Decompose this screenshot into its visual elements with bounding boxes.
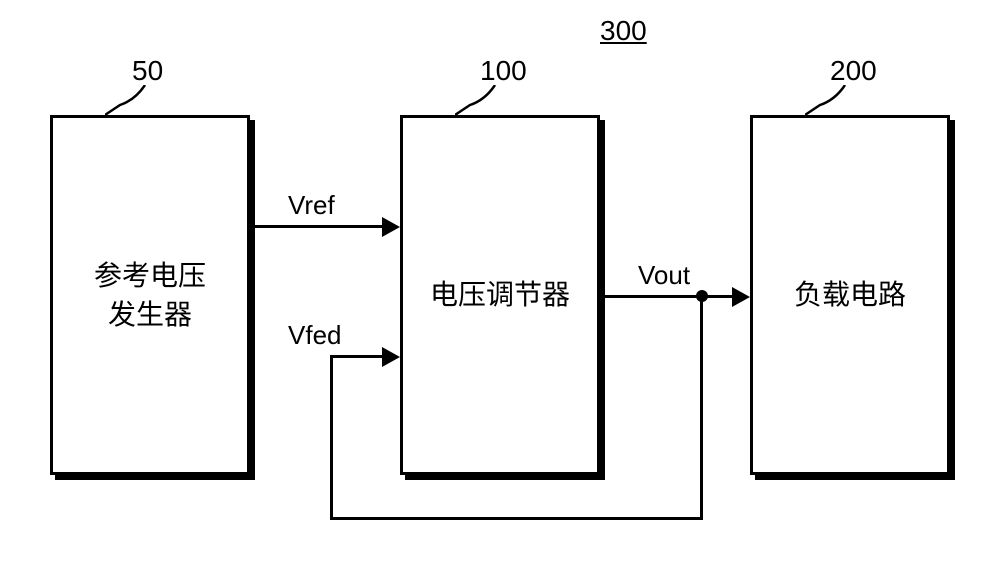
ref-gen-label: 参考电压 发生器 [94, 256, 206, 334]
ref-gen-label-line1: 参考电压 [94, 260, 206, 291]
vfed-label: Vfed [288, 320, 342, 351]
regulator-label: 电压调节器 [430, 275, 570, 314]
vfed-wire-h [330, 517, 703, 520]
vout-label: Vout [638, 260, 690, 291]
ref-gen-block: 参考电压 发生器 [50, 115, 250, 475]
load-refnum: 200 [830, 55, 877, 87]
regulator-refnum: 100 [480, 55, 527, 87]
ref-gen-label-line2: 发生器 [108, 299, 192, 330]
ref-gen-refnum: 50 [132, 55, 163, 87]
vref-arrow [382, 217, 400, 237]
vfed-wire-v1 [700, 298, 703, 520]
vout-wire [603, 295, 735, 298]
vfed-wire-v2 [330, 355, 333, 520]
regulator-block: 电压调节器 [400, 115, 600, 475]
vfed-arrow [382, 347, 400, 367]
load-label: 负载电路 [794, 275, 906, 314]
load-block: 负载电路 [750, 115, 950, 475]
vref-label: Vref [288, 190, 335, 221]
vout-arrow [732, 287, 750, 307]
vfed-wire-h2 [330, 355, 385, 358]
vref-wire [253, 225, 385, 228]
diagram-title: 300 [600, 15, 647, 47]
